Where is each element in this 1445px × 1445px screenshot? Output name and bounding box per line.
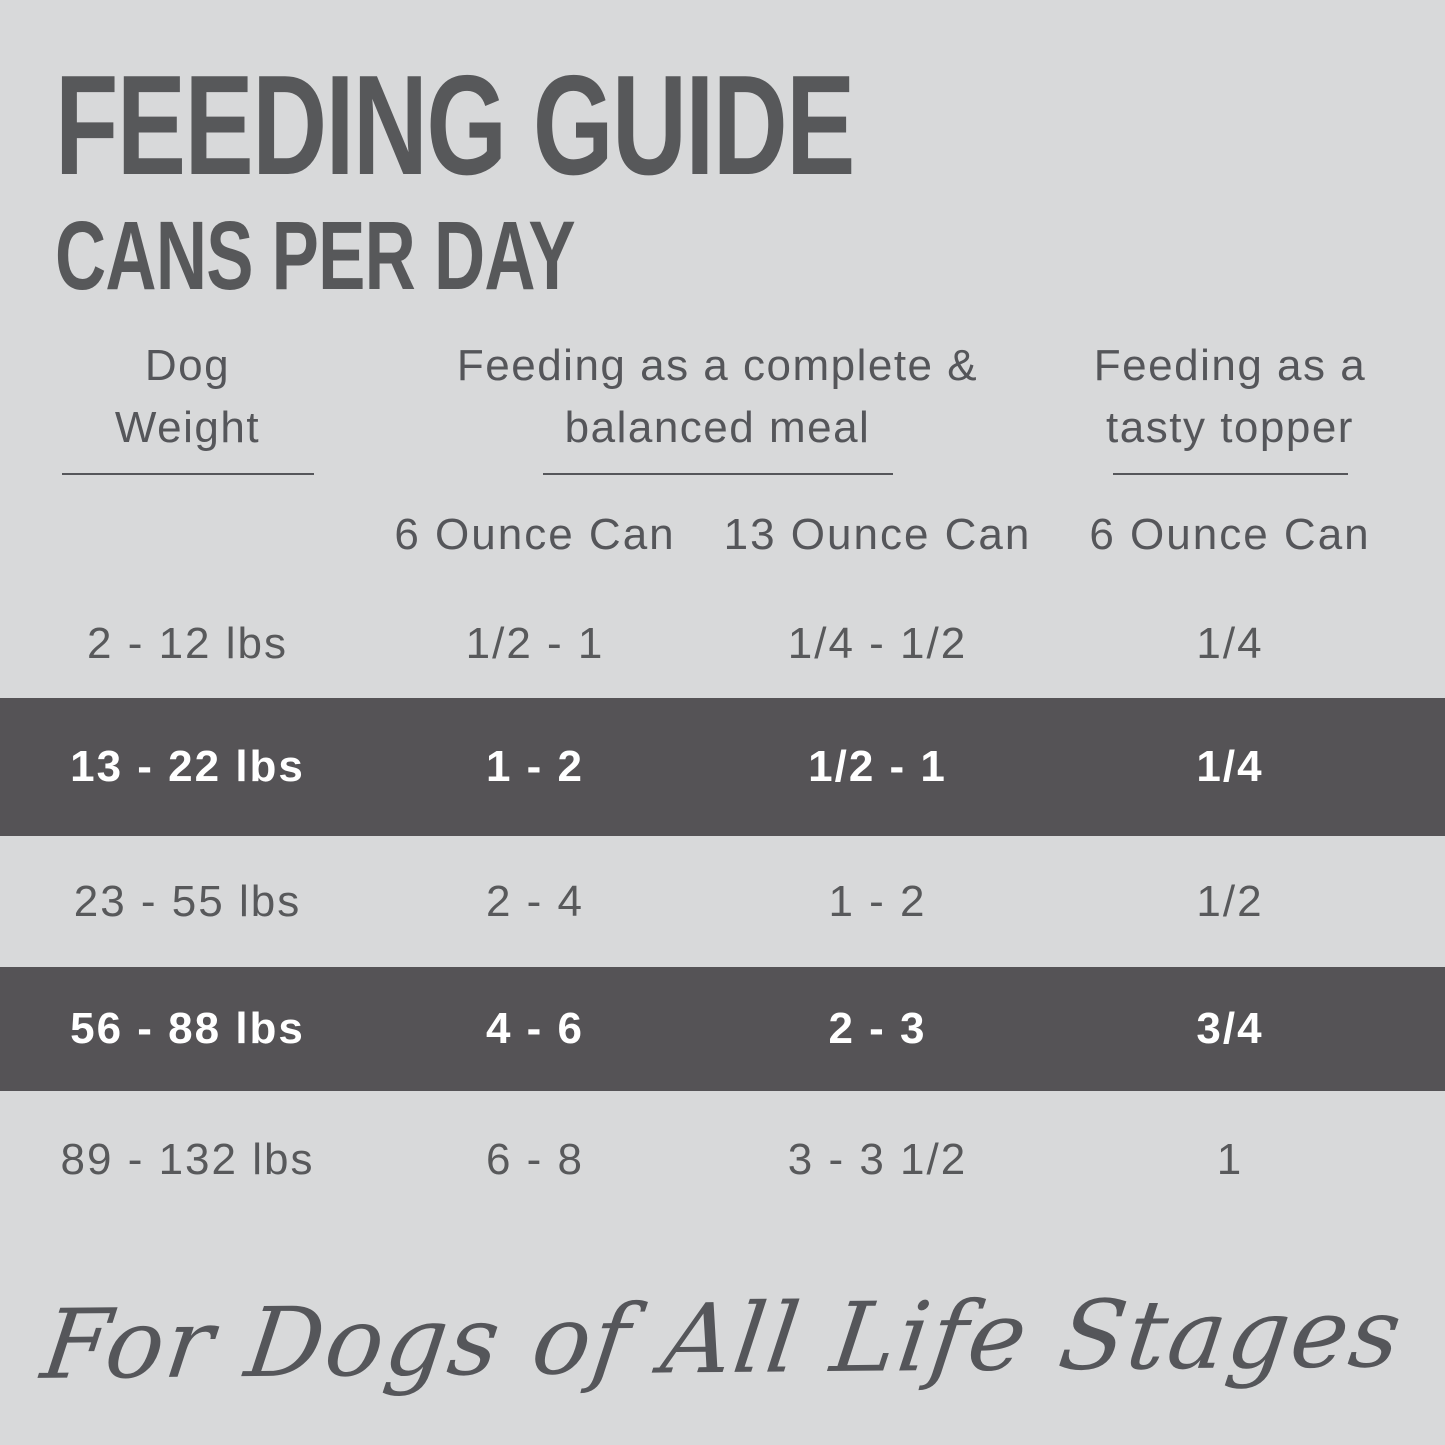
- cell-topper-6oz: 1/4: [1196, 742, 1264, 791]
- cell-meal-6oz: 6 - 8: [485, 1135, 585, 1184]
- col-header-tasty-topper-line2: tasty topper: [1106, 403, 1354, 452]
- cell-meal-6oz: 2 - 4: [485, 876, 585, 926]
- column-group-header-row: Dog Weight Feeding as a complete & balan…: [0, 335, 1445, 481]
- cell-topper-6oz: 3/4: [1196, 1004, 1264, 1053]
- col-header-dog-weight: Dog Weight: [0, 335, 375, 475]
- col-header-dog-weight-line2: Weight: [114, 403, 261, 452]
- table-row-highlighted: 13 - 22 lbs 1 - 2 1/2 - 1 1/4: [0, 698, 1445, 836]
- cell-weight: 2 - 12 lbs: [87, 618, 288, 668]
- cell-topper-6oz: 1/4: [1196, 618, 1264, 668]
- cell-meal-6oz: 1/2 - 1: [465, 618, 605, 668]
- cell-meal-6oz: 1 - 2: [485, 742, 585, 791]
- complete-meal-underline: [542, 473, 893, 475]
- table-row: 89 - 132 lbs 6 - 8 3 - 3 1/2 1: [0, 1091, 1445, 1229]
- subheader-meal-13oz: 13 Ounce Can: [723, 510, 1032, 559]
- cell-weight: 13 - 22 lbs: [70, 742, 305, 791]
- col-header-dog-weight-line1: Dog: [144, 341, 231, 390]
- col-header-complete-meal: Feeding as a complete & balanced meal: [375, 335, 1060, 475]
- table-row: 23 - 55 lbs 2 - 4 1 - 2 1/2: [0, 836, 1445, 967]
- tasty-topper-underline: [1112, 473, 1348, 475]
- feeding-table: Dog Weight Feeding as a complete & balan…: [0, 335, 1445, 1229]
- dog-weight-underline: [61, 473, 314, 475]
- cell-meal-6oz: 4 - 6: [485, 1004, 585, 1053]
- col-header-tasty-topper: Feeding as a tasty topper: [1060, 335, 1400, 475]
- cell-meal-13oz: 1/4 - 1/2: [787, 618, 968, 668]
- cell-topper-6oz: 1: [1216, 1135, 1244, 1184]
- cell-weight: 56 - 88 lbs: [70, 1004, 305, 1053]
- subheader-spacer: [0, 481, 375, 589]
- col-header-tasty-topper-line1: Feeding as a: [1093, 341, 1367, 390]
- cell-meal-13oz: 1 - 2: [828, 876, 927, 926]
- page-subtitle: CANS PER DAY: [55, 201, 576, 310]
- subheader-topper-6oz: 6 Ounce Can: [1089, 510, 1371, 559]
- cell-meal-13oz: 2 - 3: [828, 1004, 927, 1053]
- header: FEEDING GUIDE CANS PER DAY: [0, 0, 1445, 310]
- cell-topper-6oz: 1/2: [1196, 876, 1264, 926]
- table-row-highlighted: 56 - 88 lbs 4 - 6 2 - 3 3/4: [0, 967, 1445, 1091]
- footer: For Dogs of All Life Stages: [0, 1229, 1445, 1445]
- life-stages-tagline: For Dogs of All Life Stages: [35, 1277, 1410, 1401]
- cell-meal-13oz: 3 - 3 1/2: [787, 1135, 968, 1184]
- table-row: 2 - 12 lbs 1/2 - 1 1/4 - 1/2 1/4: [0, 589, 1445, 698]
- page-title: FEEDING GUIDE: [55, 46, 855, 205]
- cell-meal-13oz: 1/2 - 1: [808, 742, 947, 791]
- col-header-complete-meal-line1: Feeding as a complete &: [456, 341, 979, 390]
- col-header-complete-meal-line2: balanced meal: [564, 403, 871, 452]
- subheader-row: 6 Ounce Can 13 Ounce Can 6 Ounce Can: [0, 481, 1445, 589]
- subheader-meal-6oz: 6 Ounce Can: [394, 510, 676, 559]
- cell-weight: 23 - 55 lbs: [73, 876, 302, 926]
- cell-weight: 89 - 132 lbs: [60, 1135, 315, 1184]
